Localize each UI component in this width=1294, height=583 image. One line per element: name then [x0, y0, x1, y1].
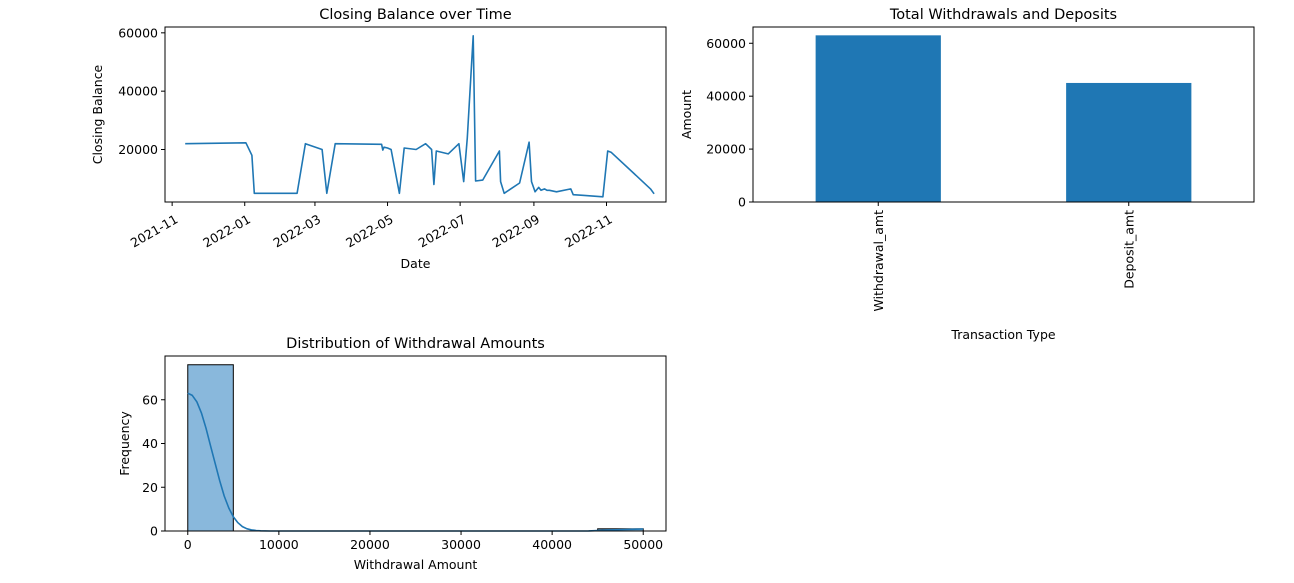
amount-tick-label: 10000 [259, 537, 299, 552]
balance-tick-label: 60000 [118, 25, 158, 40]
date-tick-label: 2022-09 [489, 211, 542, 250]
date-tick-label: 2022-11 [562, 211, 615, 250]
withdrawal-kde-line [187, 392, 644, 532]
frequency-tick-label: 20 [142, 480, 158, 495]
amount-tick-label: 0 [738, 195, 746, 210]
withdrawals-deposits-title: Total Withdrawals and Deposits [889, 7, 1117, 23]
frequency-tick-label: 0 [150, 524, 158, 539]
withdrawals-deposits-xlabel: Transaction Type [950, 327, 1056, 342]
closing-balance-ylabel: Closing Balance [90, 64, 105, 164]
closing-balance-series-line [185, 35, 655, 198]
date-tick-label: 2022-01 [200, 211, 253, 250]
date-tick-label: 2022-03 [271, 211, 324, 250]
bar-withdrawal-amt [815, 35, 941, 203]
amount-tick-label: 60000 [706, 36, 746, 51]
amount-tick-label: 20000 [350, 537, 390, 552]
balance-tick-label: 20000 [118, 142, 158, 157]
withdrawal-distribution-plot-frame [164, 355, 667, 532]
date-tick-label: 2021-11 [128, 211, 181, 250]
amount-tick-label: 40000 [532, 537, 572, 552]
balance-tick-label: 40000 [118, 84, 158, 99]
closing-balance-title: Closing Balance over Time [319, 7, 512, 23]
withdrawals-deposits-chart: Total Withdrawals and Deposits Withdrawa… [679, 7, 1255, 342]
date-tick-label: 2022-07 [416, 211, 469, 250]
bar-deposit-amt [1066, 82, 1192, 202]
amount-tick-label: 20000 [706, 142, 746, 157]
withdrawal-distribution-title: Distribution of Withdrawal Amounts [286, 336, 545, 352]
amount-tick-label: 30000 [441, 537, 481, 552]
withdrawal-distribution-xlabel: Withdrawal Amount [354, 557, 478, 572]
withdrawals-deposits-ylabel: Amount [679, 90, 694, 139]
withdrawals-deposits-plot-frame [752, 26, 1255, 203]
frequency-tick-label: 60 [142, 392, 158, 407]
amount-tick-label: 0 [184, 537, 192, 552]
category-tick-label: Deposit_amt [1121, 210, 1136, 289]
closing-balance-plot-frame [164, 26, 667, 203]
amount-tick-label: 40000 [706, 89, 746, 104]
date-tick-label: 2022-05 [343, 211, 396, 250]
closing-balance-xlabel: Date [401, 256, 431, 271]
category-tick-label: Withdrawal_amt [871, 210, 886, 312]
withdrawal-distribution-chart: Distribution of Withdrawal Amounts 0 1000… [117, 336, 667, 572]
amount-tick-label: 50000 [623, 537, 663, 552]
frequency-tick-label: 40 [142, 436, 158, 451]
closing-balance-chart: Closing Balance over Time 2021-11 2022-01… [90, 7, 667, 271]
withdrawal-distribution-ylabel: Frequency [117, 411, 132, 476]
